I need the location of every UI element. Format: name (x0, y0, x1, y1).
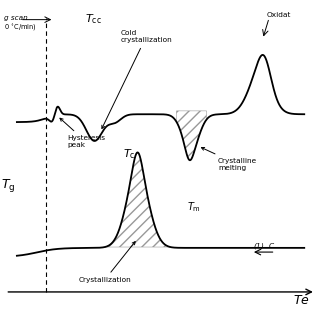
Text: Hysteresis
peak: Hysteresis peak (60, 118, 105, 148)
Text: Crystallization: Crystallization (78, 242, 135, 283)
Text: Crystalline
melting: Crystalline melting (201, 148, 257, 171)
Text: 0 $^{\circ}$C/min): 0 $^{\circ}$C/min) (4, 22, 37, 33)
Text: g scan: g scan (4, 15, 28, 20)
Text: $T_{\rm m}$: $T_{\rm m}$ (187, 201, 201, 214)
Text: $T_{\rm c}$: $T_{\rm c}$ (123, 147, 135, 161)
Text: $Te$: $Te$ (293, 294, 309, 307)
Text: (1)  $C$: (1) $C$ (252, 241, 275, 252)
Text: $T_{\rm g}$: $T_{\rm g}$ (1, 177, 16, 194)
Text: Oxidat: Oxidat (267, 12, 291, 18)
Text: Cold
crystallization: Cold crystallization (102, 30, 172, 128)
Text: $T_{\rm cc}$: $T_{\rm cc}$ (85, 12, 102, 26)
